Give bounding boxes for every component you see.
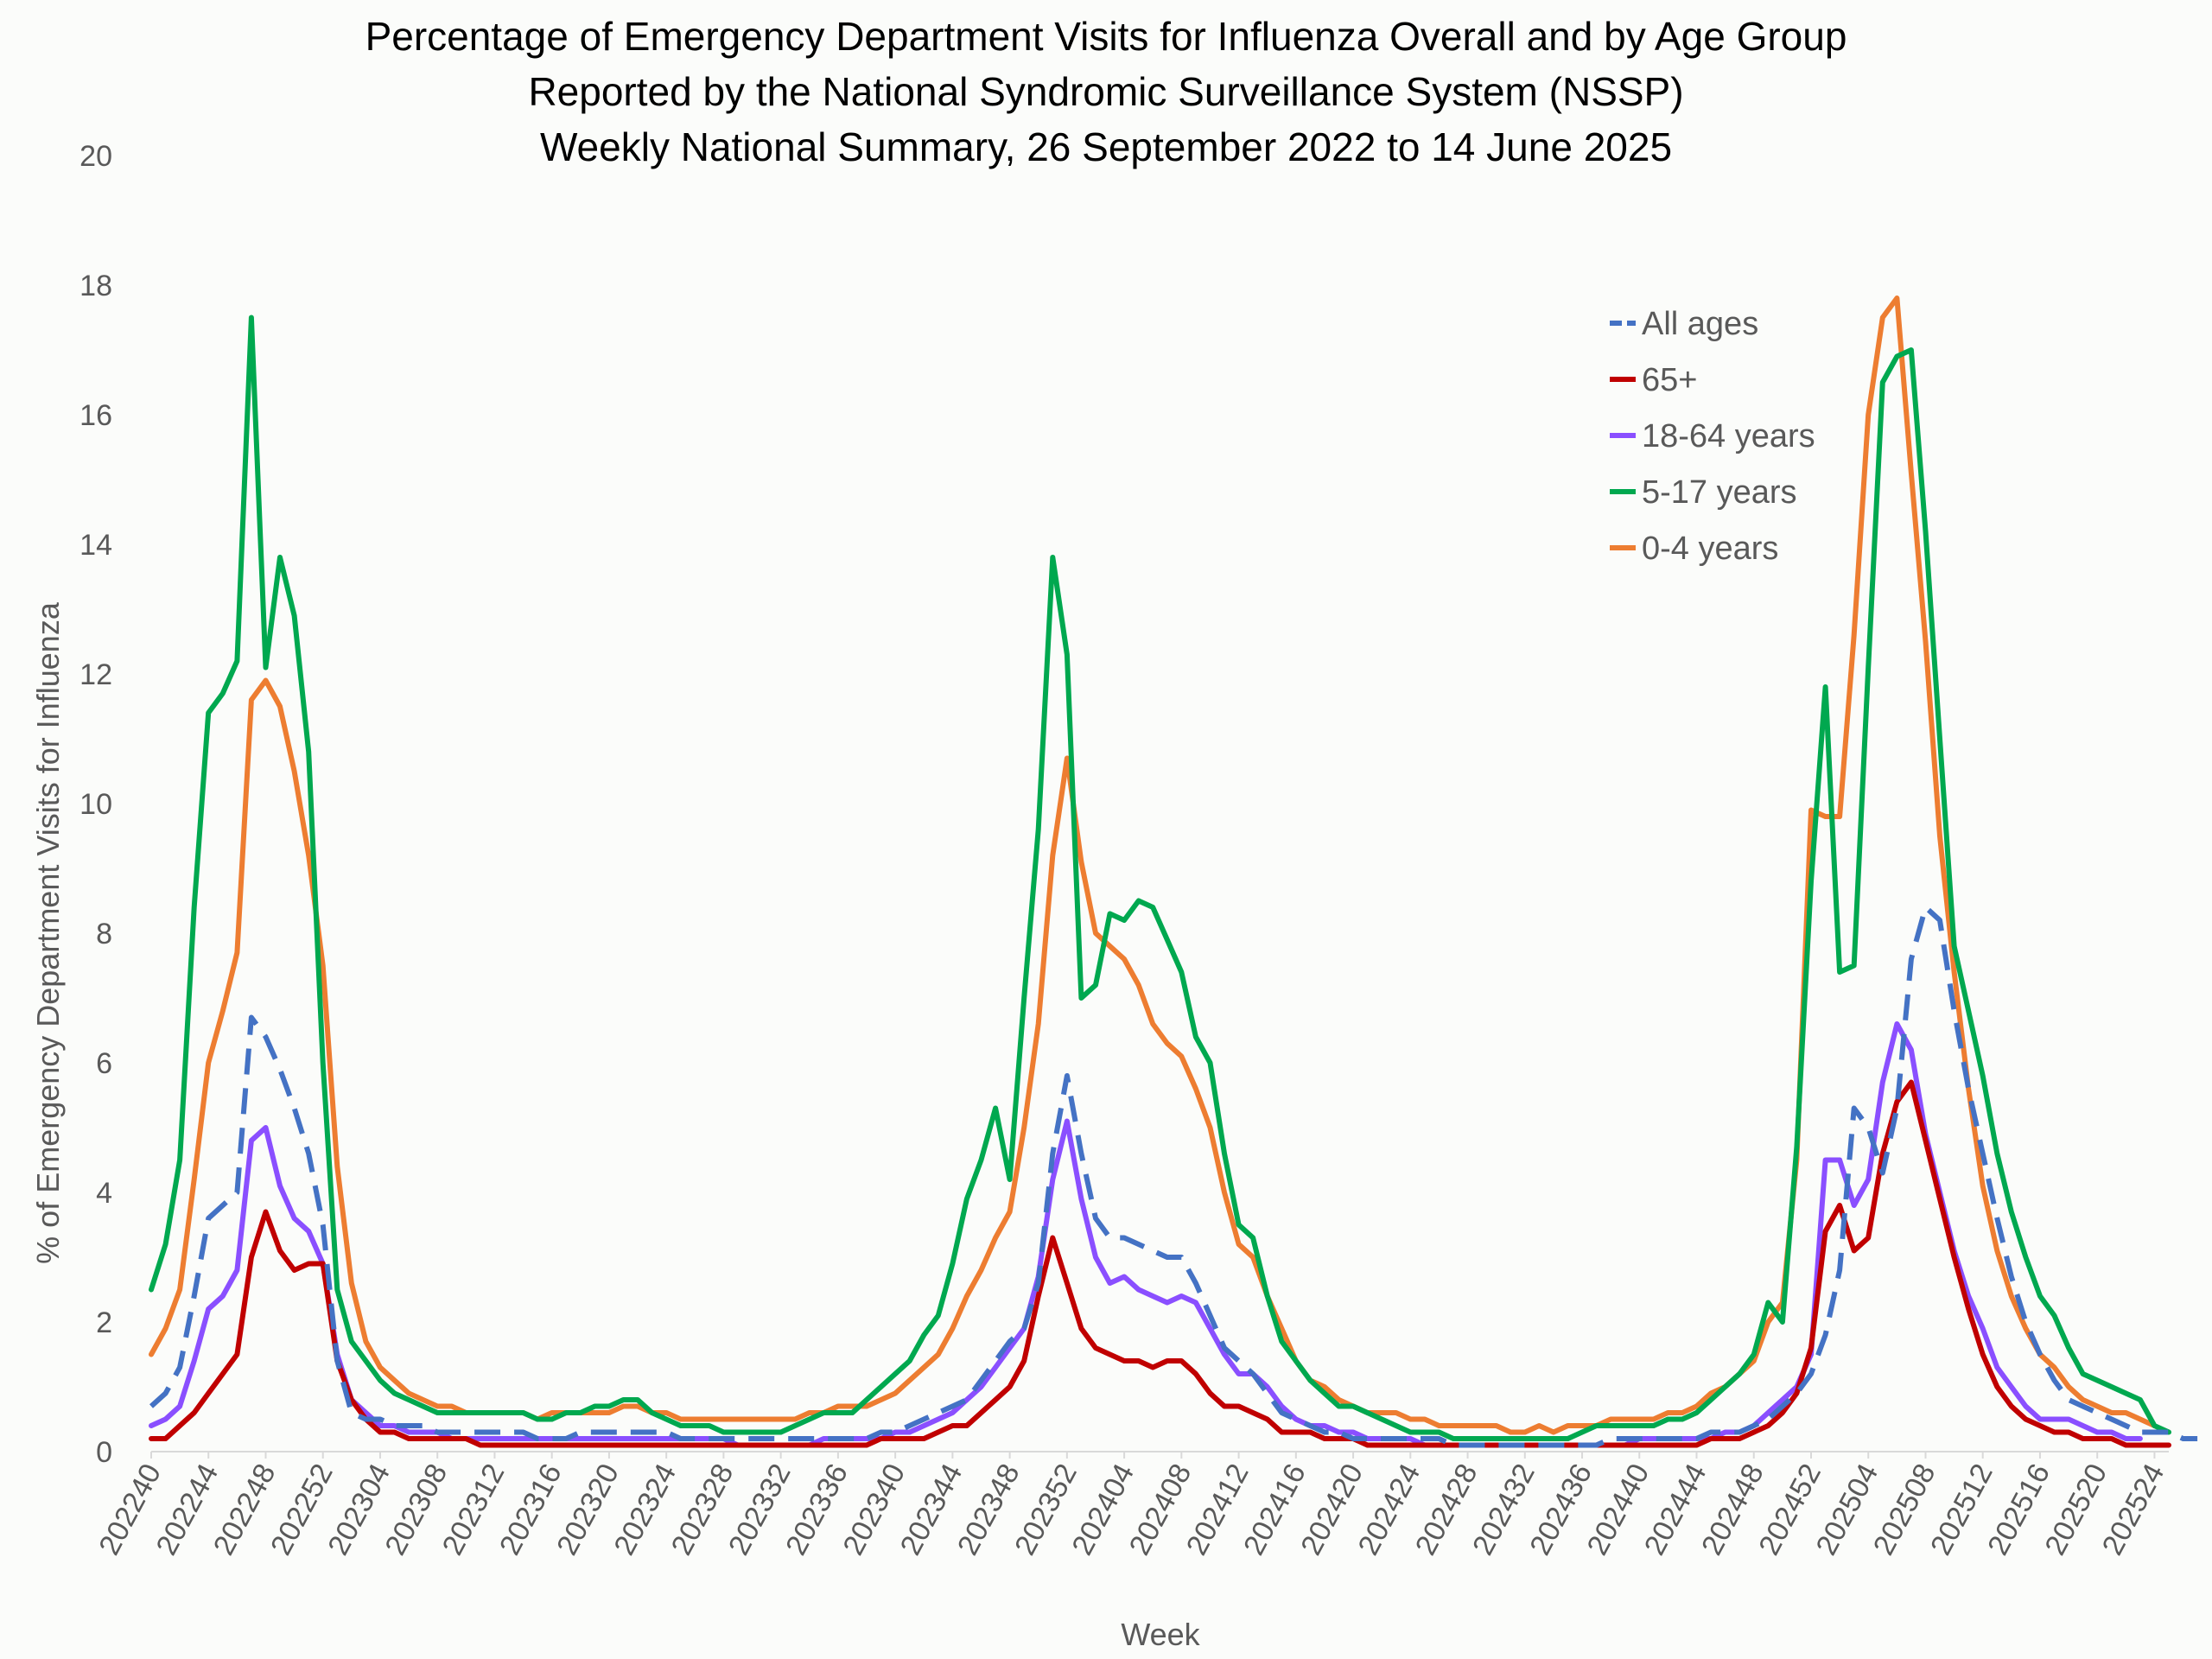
chart-title-line-2: Reported by the National Syndromic Surve… [528,69,1683,114]
y-axis-title: % of Emergency Department Visits for Inf… [30,601,66,1264]
x-axis-title: Week [1121,1617,1200,1652]
legend-label: 65+ [1642,362,1697,398]
legend-label: All ages [1642,306,1758,342]
series-line-65- [149,1079,2171,1448]
legend-label: 0-4 years [1642,531,1778,567]
y-tick-label: 0 [96,1436,112,1469]
y-tick-label: 18 [79,270,112,302]
y-tick-label: 16 [79,399,112,432]
chart-title-line-1: Percentage of Emergency Department Visit… [365,14,1847,59]
y-tick-label: 12 [79,658,112,691]
legend: All ages 65+ 18-64 years 5-17 years 0-4 year… [1610,306,1815,567]
chart-title-line-3: Weekly National Summary, 26 September 20… [540,124,1672,169]
y-tick-label: 2 [96,1306,112,1339]
series-lines [149,296,2198,1448]
y-tick-label: 4 [96,1177,112,1210]
series-line-5-17-years [149,315,2171,1441]
y-tick-label: 20 [79,140,112,173]
y-axis-ticks: 0 2 4 6 8 10 12 14 16 18 20 [79,140,112,1469]
legend-label: 18-64 years [1642,418,1815,454]
y-tick-label: 10 [79,788,112,821]
y-tick-label: 8 [96,918,112,950]
legend-label: 5-17 years [1642,474,1797,511]
y-tick-label: 6 [96,1047,112,1080]
y-tick-label: 14 [79,529,112,562]
series-line-all-ages [149,905,2198,1448]
